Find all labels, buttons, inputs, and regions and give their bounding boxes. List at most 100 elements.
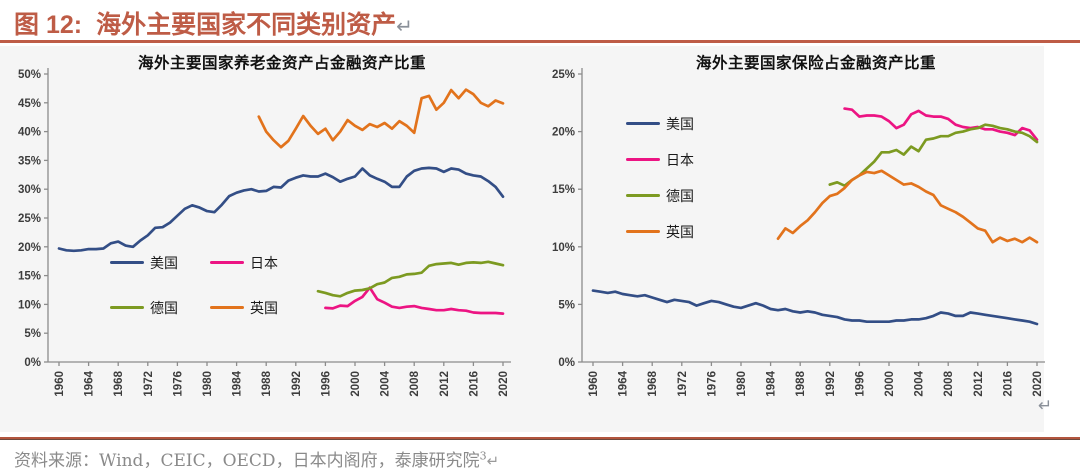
pension-chart-title: 海外主要国家养老金资产占金融资产比重 (137, 55, 426, 72)
return-mark-icon: ↵ (396, 14, 413, 38)
y-axis: 0% 5% 10% 15% 20% 25% (552, 68, 583, 369)
series-line-德国 (316, 260, 505, 298)
pension-chart-plot: 0%5%10%15%20%25%30%35%40%45%50%1960 1964 1… (18, 68, 511, 397)
legend-item-japan: 日本 (210, 253, 310, 272)
y-tick-label: 40% (18, 127, 41, 139)
return-mark-icon: ↵ (1038, 396, 1053, 416)
y-tick-label: 15% (552, 184, 575, 196)
y-tick-label: 25% (552, 69, 575, 81)
source-line: 资料来源：Wind，CEIC，OECD，日本内阁府，泰康研究院3↵ (14, 446, 499, 471)
legend-item-uk: 英国 (210, 298, 310, 317)
x-axis: 1960 1964 1968 1972 1976 1980 1984 1988 1992 1996… (582, 361, 1045, 397)
us-line-swatch (110, 261, 144, 264)
x-tick-label: 2008 (409, 370, 421, 396)
x-tick-label: 2004 (380, 370, 392, 396)
series-line-日本 (843, 107, 1039, 142)
x-tick-label: 2012 (973, 371, 985, 397)
legend-item-japan: 日本 (626, 150, 694, 169)
x-tick-label: 1976 (706, 371, 718, 397)
source-text: 资料来源：Wind，CEIC，OECD，日本内阁府，泰康研究院 (14, 451, 480, 471)
charts-figure: 0% 5% 10% 15% 20% 25% 30% 35% 40% 45% 50% 1960 1964 1… (0, 46, 1052, 432)
legend-label-japan: 日本 (250, 255, 278, 272)
y-tick-label: 50% (18, 69, 41, 81)
legend-label-uk: 英国 (250, 300, 278, 317)
uk-line-swatch (626, 230, 660, 233)
series-line-德国 (828, 123, 1039, 188)
series-line-英国 (776, 169, 1039, 244)
uk-line-swatch (210, 306, 244, 309)
x-tick-label: 1992 (291, 371, 303, 397)
x-tick-label: 1980 (736, 371, 748, 397)
x-tick-label: 1972 (677, 371, 689, 397)
japan-line-swatch (626, 158, 660, 161)
legend-label-uk: 英国 (666, 224, 694, 241)
y-tick-label: 10% (18, 299, 41, 311)
x-tick-label: 2020 (498, 371, 510, 397)
y-tick-label: 15% (18, 271, 41, 283)
y-tick-label: 10% (552, 242, 575, 254)
legend-label-us: 美国 (666, 116, 694, 133)
y-tick-label: 5% (558, 299, 575, 311)
figure-header: 图 12: 海外主要国家不同类别资产↵ (14, 5, 413, 41)
y-tick-label: 30% (18, 184, 41, 196)
x-axis: 1960 1964 1968 1972 1976 1980 1984 1988 1992 1996… (48, 361, 511, 397)
insurance-share-chart: 0% 5% 10% 15% 20% 25% 1960 1964 1968 1972 1976 1980… (542, 48, 1066, 430)
figure-number-label: 图 12: (14, 11, 83, 39)
insurance-chart-title: 海外主要国家保险占金融资产比重 (695, 55, 936, 72)
x-tick-label: 1980 (202, 371, 214, 397)
y-tick-label: 35% (18, 155, 41, 167)
legend-item-uk: 英国 (626, 222, 694, 241)
x-tick-label: 1972 (143, 371, 155, 397)
x-tick-label: 2016 (1002, 371, 1014, 397)
y-tick-label: 25% (18, 213, 41, 225)
header-rule (0, 40, 1080, 43)
series-line-英国 (257, 88, 505, 149)
x-tick-label: 1968 (113, 370, 125, 396)
x-tick-label: 2020 (1032, 371, 1044, 397)
y-tick-label: 20% (552, 127, 575, 139)
figure-title: 海外主要国家不同类别资产 (96, 10, 397, 39)
y-tick-label: 20% (18, 242, 41, 254)
japan-line-swatch (210, 261, 244, 264)
x-tick-label: 1960 (54, 371, 66, 397)
x-tick-label: 1996 (320, 371, 332, 397)
insurance-chart-legend: 美国 日本 德国 英国 (626, 114, 694, 241)
footer-rule (0, 437, 1080, 440)
y-tick-label: 45% (18, 98, 41, 110)
germany-line-swatch (626, 194, 660, 197)
series-line-美国 (57, 166, 505, 253)
x-tick-label: 1960 (588, 371, 600, 397)
x-tick-label: 1984 (232, 370, 244, 396)
x-tick-label: 1964 (84, 370, 96, 396)
legend-item-germany: 德国 (626, 186, 694, 205)
return-mark-icon: ↵ (486, 452, 500, 470)
x-tick-label: 1968 (647, 370, 659, 396)
x-tick-label: 1996 (854, 371, 866, 397)
x-tick-label: 2016 (468, 371, 480, 397)
legend-item-us: 美国 (626, 114, 694, 133)
x-tick-label: 1964 (618, 370, 630, 396)
y-tick-label: 0% (24, 357, 41, 369)
x-tick-label: 2000 (350, 371, 362, 397)
x-tick-label: 2012 (439, 371, 451, 397)
x-tick-label: 2008 (943, 370, 955, 396)
footnote-ref: 3 (479, 449, 487, 463)
x-tick-label: 1984 (766, 370, 778, 396)
pension-share-chart: 0% 5% 10% 15% 20% 25% 30% 35% 40% 45% 50% 1960 1964 1… (8, 48, 532, 430)
pension-chart-legend: 美国 日本 德国 英国 (110, 253, 310, 317)
y-axis: 0% 5% 10% 15% 20% 25% 30% 35% 40% 45% 50% (18, 68, 49, 369)
insurance-chart-plot: 0% 5% 10% 15% 20% 25% 1960 1964 1968 1972 1976 1980… (552, 68, 1045, 397)
series-line-日本 (324, 286, 505, 315)
y-tick-label: 0% (558, 357, 575, 369)
us-line-swatch (626, 122, 660, 125)
legend-label-japan: 日本 (666, 152, 694, 169)
legend-item-germany: 德国 (110, 298, 210, 317)
legend-label-us: 美国 (150, 255, 178, 272)
germany-line-swatch (110, 306, 144, 309)
x-tick-label: 1988 (795, 370, 807, 396)
x-tick-label: 2004 (914, 370, 926, 396)
x-tick-label: 1992 (825, 371, 837, 397)
x-tick-label: 1988 (261, 370, 273, 396)
x-tick-label: 2000 (884, 371, 896, 397)
